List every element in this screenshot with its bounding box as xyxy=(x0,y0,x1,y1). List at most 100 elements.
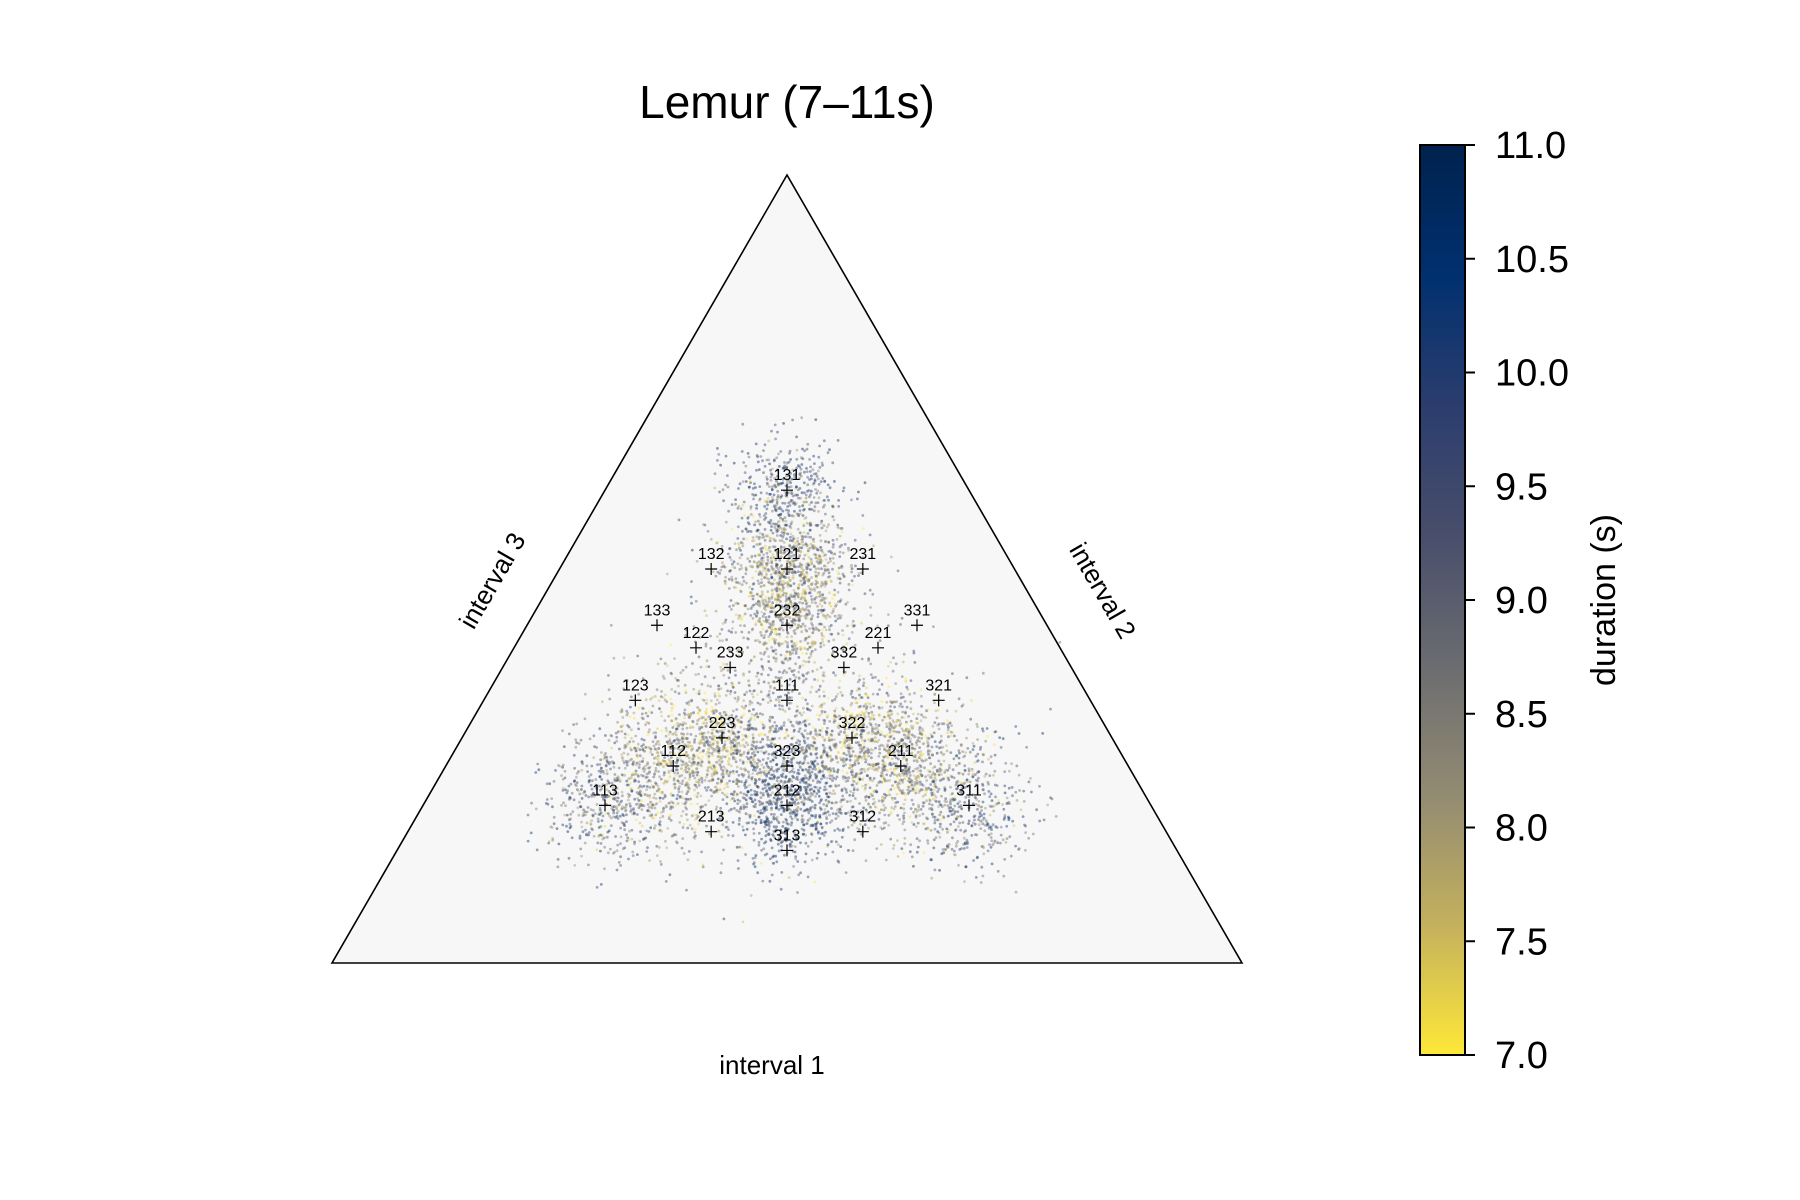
scatter-point xyxy=(729,750,732,754)
scatter-point xyxy=(841,794,845,798)
scatter-point xyxy=(603,867,606,871)
scatter-point xyxy=(946,728,950,732)
scatter-point xyxy=(951,792,954,795)
scatter-point xyxy=(693,793,697,797)
scatter-point xyxy=(817,560,821,564)
scatter-point xyxy=(626,724,629,727)
scatter-point xyxy=(651,803,655,807)
scatter-point xyxy=(739,725,743,729)
scatter-point xyxy=(758,640,762,644)
scatter-point xyxy=(778,736,781,740)
scatter-point xyxy=(796,626,799,630)
scatter-point xyxy=(974,803,978,806)
scatter-point xyxy=(718,694,721,698)
scatter-point xyxy=(755,620,758,624)
scatter-point xyxy=(676,771,680,775)
scatter-point xyxy=(761,565,765,569)
scatter-point xyxy=(784,464,788,467)
scatter-point xyxy=(566,830,570,833)
scatter-point xyxy=(681,810,685,813)
scatter-point xyxy=(800,538,804,542)
scatter-point xyxy=(948,764,951,767)
scatter-point xyxy=(655,844,659,848)
scatter-point xyxy=(752,827,755,831)
scatter-point xyxy=(760,610,764,614)
scatter-point xyxy=(806,546,810,550)
scatter-point xyxy=(658,828,662,832)
scatter-point xyxy=(768,539,772,543)
scatter-point xyxy=(746,752,750,755)
scatter-point xyxy=(776,553,779,557)
scatter-point xyxy=(949,802,952,806)
scatter-point xyxy=(686,732,689,736)
scatter-point xyxy=(790,520,794,524)
scatter-point xyxy=(899,778,903,782)
scatter-point xyxy=(790,514,794,518)
scatter-point xyxy=(792,582,796,585)
scatter-point xyxy=(797,496,800,500)
scatter-point xyxy=(911,724,915,728)
scatter-point xyxy=(922,851,926,855)
scatter-point xyxy=(959,744,963,748)
scatter-point xyxy=(836,617,840,620)
scatter-point xyxy=(548,782,552,786)
scatter-point xyxy=(654,797,658,800)
scatter-point xyxy=(580,768,584,772)
scatter-point xyxy=(887,664,890,668)
scatter-point xyxy=(876,692,880,696)
scatter-point xyxy=(776,529,780,532)
scatter-point xyxy=(821,477,825,480)
scatter-point xyxy=(761,698,765,701)
scatter-point xyxy=(859,750,863,754)
scatter-point xyxy=(905,762,909,766)
scatter-point xyxy=(796,592,800,595)
scatter-point xyxy=(804,516,808,519)
scatter-point xyxy=(777,599,781,602)
scatter-point xyxy=(562,801,565,805)
scatter-point xyxy=(653,772,656,776)
scatter-point xyxy=(790,595,794,598)
scatter-point xyxy=(958,821,962,825)
scatter-point xyxy=(818,595,822,598)
scatter-point xyxy=(786,580,790,584)
scatter-point xyxy=(777,598,780,601)
scatter-point xyxy=(726,785,729,789)
scatter-point xyxy=(791,559,794,562)
scatter-point xyxy=(780,573,784,577)
scatter-point xyxy=(842,486,846,490)
scatter-point xyxy=(832,638,836,642)
scatter-point xyxy=(783,607,787,611)
scatter-point xyxy=(938,868,941,872)
scatter-point xyxy=(808,546,812,550)
scatter-point xyxy=(866,751,870,755)
scatter-point xyxy=(638,839,642,843)
scatter-point xyxy=(812,587,816,591)
scatter-point xyxy=(726,485,730,489)
scatter-point xyxy=(908,774,912,777)
scatter-point xyxy=(932,797,935,801)
scatter-point xyxy=(856,780,860,784)
scatter-point xyxy=(759,547,763,550)
scatter-point xyxy=(785,581,789,585)
scatter-point xyxy=(754,602,758,606)
scatter-point xyxy=(638,763,641,766)
scatter-point xyxy=(728,779,731,783)
scatter-point xyxy=(824,512,827,516)
scatter-point xyxy=(847,549,850,552)
scatter-point xyxy=(567,732,571,736)
scatter-point xyxy=(964,751,968,754)
scatter-point xyxy=(567,856,571,860)
scatter-point xyxy=(640,773,643,777)
scatter-point xyxy=(766,555,770,559)
scatter-point xyxy=(742,579,746,583)
scatter-point xyxy=(888,727,891,730)
scatter-point xyxy=(761,598,765,601)
scatter-point xyxy=(840,805,843,809)
scatter-point xyxy=(756,564,759,568)
scatter-point xyxy=(745,760,749,764)
scatter-point xyxy=(918,746,921,749)
scatter-point xyxy=(657,846,661,849)
scatter-point xyxy=(556,858,560,861)
scatter-point xyxy=(831,538,835,542)
scatter-point xyxy=(586,770,589,773)
